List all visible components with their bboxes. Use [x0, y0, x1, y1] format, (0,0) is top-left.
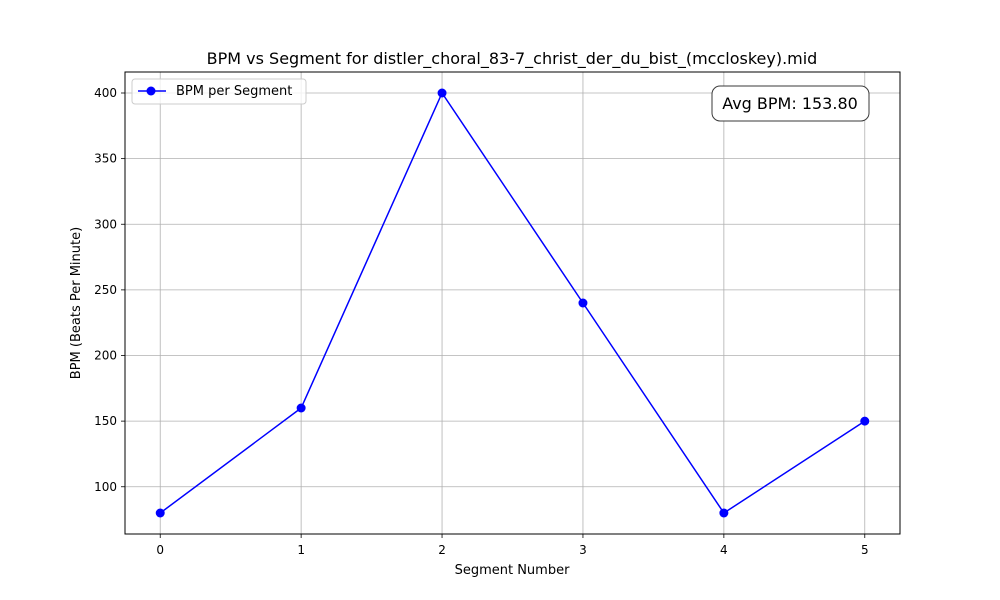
y-axis-ticks: 100 150 200 250 300 350 400	[94, 86, 125, 494]
legend-box	[131, 78, 307, 105]
data-point	[155, 508, 165, 518]
data-point	[719, 508, 729, 518]
y-tick-label: 100	[94, 480, 117, 494]
x-tick-label: 2	[438, 543, 446, 557]
data-point	[437, 88, 447, 98]
chart-title: BPM vs Segment for distler_choral_83-7_c…	[207, 49, 818, 69]
plot-frame	[124, 71, 901, 535]
x-axis-label: Segment Number	[455, 563, 571, 578]
legend: BPM per Segment	[131, 78, 307, 105]
y-tick-label: 350	[94, 152, 117, 166]
data-point	[296, 403, 306, 413]
data-point	[860, 416, 870, 426]
y-axis-label: BPM (Beats Per Minute)	[69, 227, 84, 379]
y-tick-label: 250	[94, 283, 117, 297]
series-line	[159, 91, 866, 515]
y-tick-label: 400	[94, 86, 117, 100]
x-tick-label: 4	[720, 543, 728, 557]
series-group	[155, 88, 870, 518]
x-axis-ticks: 0 1 2 3 4 5	[156, 534, 869, 557]
legend-marker-swatch	[146, 86, 156, 96]
x-tick-label: 1	[297, 543, 305, 557]
y-tick-label: 150	[94, 414, 117, 428]
x-tick-label: 5	[861, 543, 869, 557]
avg-annotation: Avg BPM: 153.80	[711, 85, 870, 122]
y-tick-label: 300	[94, 217, 117, 231]
x-tick-label: 3	[579, 543, 587, 557]
avg-annotation-text: Avg BPM: 153.80	[722, 94, 858, 113]
y-tick-label: 200	[94, 349, 117, 363]
data-point	[578, 298, 588, 308]
legend-entry-label: BPM per Segment	[176, 84, 292, 99]
avg-annotation-box	[711, 85, 870, 122]
grid	[125, 72, 900, 534]
x-tick-label: 0	[156, 543, 164, 557]
